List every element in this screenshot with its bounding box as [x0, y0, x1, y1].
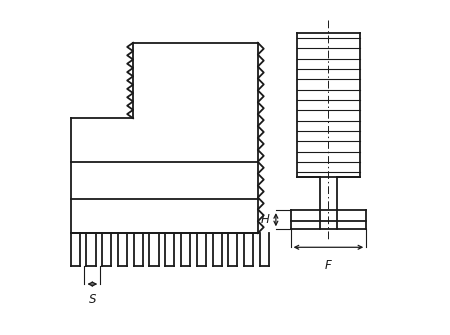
Text: S: S: [89, 293, 96, 306]
Text: H: H: [261, 213, 270, 226]
Text: F: F: [325, 259, 332, 272]
